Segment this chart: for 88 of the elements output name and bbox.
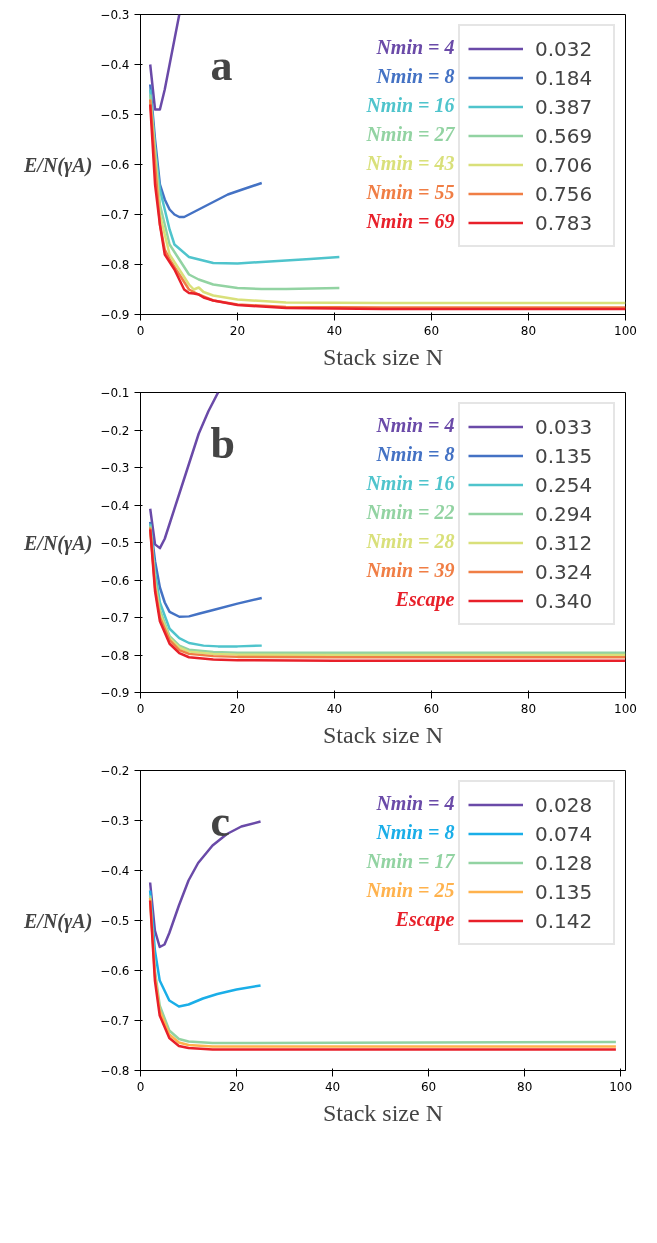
annotation: Nmin = 4 — [375, 414, 455, 436]
x-tick-label: 0 — [136, 323, 145, 338]
annotation: Nmin = 39 — [365, 559, 455, 581]
x-tick-label: 80 — [517, 1079, 533, 1094]
x-tick-label: 100 — [609, 1079, 633, 1094]
y-tick-label: −0.2 — [100, 423, 130, 438]
x-tick-label: 20 — [228, 1079, 245, 1094]
y-tick-label: −0.8 — [100, 258, 130, 272]
y-tick-label: −0.4 — [100, 864, 130, 878]
x-tick-label: 60 — [423, 323, 440, 338]
y-tick-label: −0.6 — [100, 158, 130, 172]
y-tick-label: −0.9 — [100, 308, 130, 322]
x-tick-label: 100 — [614, 323, 637, 338]
annotation: Escape — [394, 908, 455, 931]
x-axis-title: Stack size N — [323, 343, 443, 370]
legend-label: 0.028 — [535, 791, 594, 819]
y-tick-label: −0.5 — [100, 914, 130, 928]
y-tick-label: −0.7 — [100, 1014, 130, 1028]
x-tick-label: 40 — [326, 701, 343, 716]
annotation: c — [210, 796, 231, 846]
legend-label: 0.074 — [535, 820, 594, 848]
annotation: Nmin = 17 — [365, 850, 456, 872]
legend-label: 0.184 — [535, 64, 594, 92]
y-tick-label: −0.5 — [100, 108, 130, 122]
y-tick-label: −0.3 — [100, 461, 130, 475]
y-tick-label: −0.6 — [100, 573, 130, 588]
x-axis-title: Stack size N — [323, 721, 443, 748]
annotation: Nmin = 69 — [365, 210, 455, 232]
x-tick-label: 80 — [520, 323, 537, 338]
y-tick-label: −0.3 — [100, 8, 130, 22]
y-tick-label: −0.1 — [100, 386, 130, 400]
x-tick-label: 100 — [614, 701, 637, 716]
y-tick-label: −0.7 — [100, 208, 130, 222]
x-axis-title: Stack size N — [323, 1099, 443, 1126]
x-tick-label: 0 — [136, 1079, 145, 1094]
annotation: Nmin = 22 — [365, 501, 455, 523]
annotation: Nmin = 25 — [365, 879, 455, 901]
x-tick-label: 60 — [420, 1079, 437, 1094]
x-tick-label: 80 — [520, 701, 537, 716]
x-tick-label: 20 — [229, 701, 246, 716]
y-axis-title: E/N(γA) — [23, 909, 93, 933]
annotation: Nmin = 8 — [375, 65, 455, 87]
x-tick-label: 40 — [324, 1079, 341, 1094]
y-tick-label: −0.4 — [100, 58, 130, 72]
x-tick-label: 20 — [229, 323, 246, 338]
legend-label: 0.569 — [535, 122, 594, 150]
y-tick-label: −0.6 — [100, 964, 130, 978]
legend-label: 0.033 — [535, 413, 594, 441]
y-tick-label: −0.9 — [100, 686, 130, 700]
y-axis-title: E/N(γA) — [23, 531, 93, 555]
annotation: a — [210, 40, 233, 90]
y-tick-label: −0.4 — [100, 498, 130, 513]
x-tick-label: 0 — [136, 701, 145, 716]
legend-label: 0.032 — [535, 35, 594, 63]
legend-label: 0.756 — [535, 180, 594, 208]
y-tick-label: −0.7 — [100, 611, 130, 625]
annotation: Escape — [394, 588, 455, 611]
legend-label: 0.142 — [535, 907, 594, 935]
legend-label: 0.324 — [535, 558, 594, 586]
legend-label: 0.387 — [535, 93, 594, 121]
annotation: Nmin = 16 — [365, 94, 455, 116]
annotation: Nmin = 43 — [365, 152, 455, 174]
y-tick-label: −0.3 — [100, 814, 130, 828]
legend-label: 0.254 — [535, 471, 594, 499]
annotation: Nmin = 16 — [365, 472, 455, 494]
y-axis-title: E/N(γA) — [23, 153, 93, 177]
legend-label: 0.340 — [535, 587, 594, 615]
legend-label: 0.312 — [535, 529, 594, 557]
annotation: Nmin = 8 — [375, 821, 455, 843]
x-tick-label: 40 — [326, 323, 343, 338]
y-tick-label: −0.8 — [100, 1064, 130, 1078]
y-tick-label: −0.8 — [100, 648, 130, 663]
y-tick-label: −0.2 — [100, 764, 130, 778]
x-tick-label: 60 — [423, 701, 440, 716]
y-tick-label: −0.5 — [100, 536, 130, 550]
legend-label: 0.128 — [535, 849, 594, 877]
annotation: Nmin = 4 — [375, 792, 455, 814]
annotation: b — [210, 418, 235, 468]
annotation: Nmin = 28 — [365, 530, 455, 552]
annotation: Nmin = 55 — [365, 181, 455, 203]
annotation: Nmin = 8 — [375, 443, 455, 465]
annotation: Nmin = 4 — [375, 36, 455, 58]
legend-label: 0.294 — [535, 500, 594, 528]
annotation: Nmin = 27 — [365, 123, 456, 145]
legend-label: 0.783 — [535, 209, 594, 237]
legend-label: 0.135 — [535, 442, 594, 470]
legend-label: 0.706 — [535, 151, 594, 179]
legend-label: 0.135 — [535, 878, 594, 906]
